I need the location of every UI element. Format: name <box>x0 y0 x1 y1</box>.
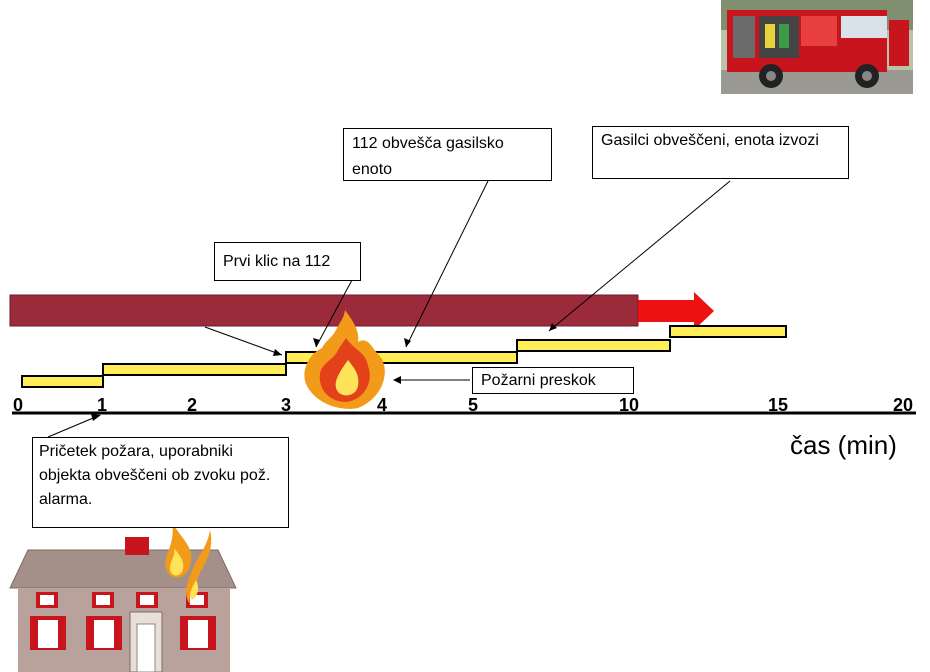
leader-line <box>204 326 283 356</box>
callout-fire-start-text: Pričetek požara, uporabniki objekta obve… <box>39 443 271 508</box>
step-bar <box>669 325 787 338</box>
axis-tick-label: 0 <box>12 395 24 415</box>
callout-firefighters-out-text: Gasilci obveščeni, enota izvozi <box>601 132 819 149</box>
axis-tick-label: 1 <box>96 395 108 415</box>
axis-tick-label: 2 <box>186 395 198 415</box>
flame-icon <box>304 310 385 409</box>
duration-bar <box>9 294 639 327</box>
callout-firefighters-out: Gasilci obveščeni, enota izvozi <box>592 126 849 179</box>
leader-line <box>47 415 99 438</box>
arrowhead <box>91 414 101 421</box>
axis-tick-label: 20 <box>892 395 914 415</box>
callout-fire-start: Pričetek požara, uporabniki objekta obve… <box>32 437 289 528</box>
arrowhead <box>393 376 401 384</box>
axis-tick-label: 15 <box>767 395 789 415</box>
arrowhead <box>404 338 411 347</box>
axis-tick-label: 5 <box>467 395 479 415</box>
axis-tick-label: 3 <box>280 395 292 415</box>
axis-label: čas (min) <box>790 430 897 460</box>
callout-flashover: Požarni preskok <box>472 367 634 394</box>
step-bar <box>516 339 671 352</box>
axis-tick-label: 10 <box>618 395 640 415</box>
step-bar <box>285 351 518 364</box>
callout-first-call-text: Prvi klic na 112 <box>223 253 331 270</box>
arrowhead <box>313 338 320 347</box>
continuation-arrow <box>638 292 714 330</box>
callout-flashover-text: Požarni preskok <box>481 372 596 389</box>
arrowhead <box>549 323 557 331</box>
step-bar <box>21 375 104 388</box>
step-bar <box>102 363 287 376</box>
leader-line <box>315 279 353 348</box>
axis-tick-label: 4 <box>376 395 388 415</box>
burning-house-icon <box>9 522 237 672</box>
arrowhead <box>273 349 282 356</box>
callout-notify-unit-text: 112 obvešča gasilsko enoto <box>352 135 504 178</box>
callout-first-call: Prvi klic na 112 <box>214 242 361 281</box>
leader-line <box>405 180 489 348</box>
leader-line <box>548 180 731 332</box>
fire-truck-photo <box>721 0 913 94</box>
callout-notify-unit: 112 obvešča gasilsko enoto <box>343 128 552 181</box>
fire-truck-icon <box>721 0 913 94</box>
